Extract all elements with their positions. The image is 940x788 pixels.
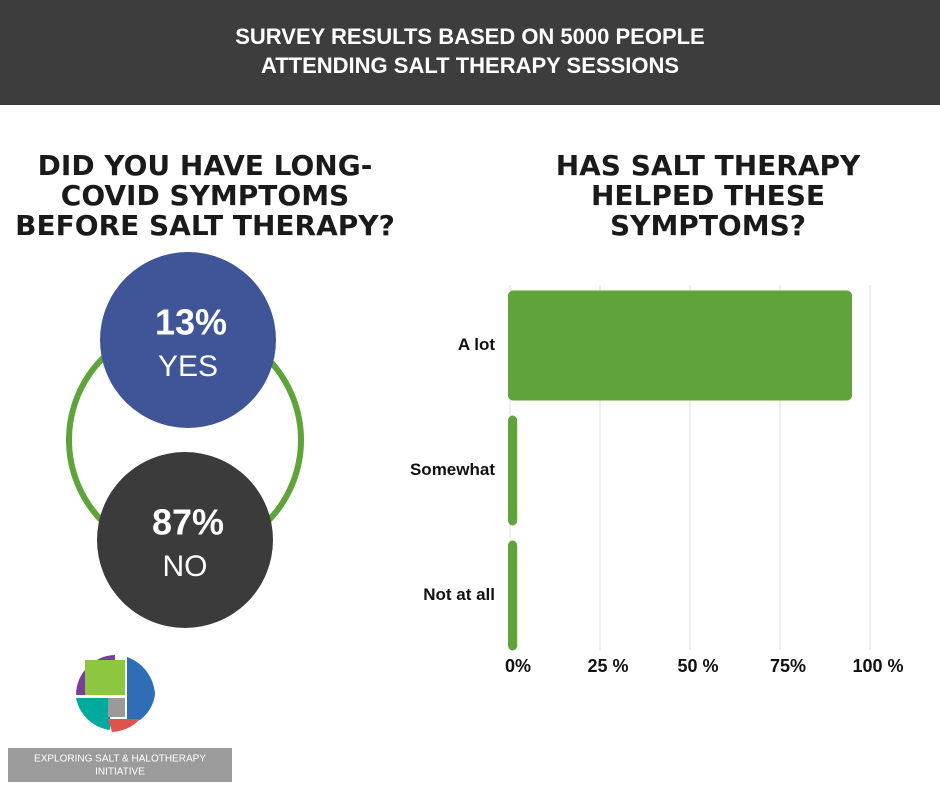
chart-title: SYMPTOMS? (610, 209, 806, 242)
chart-title: HAS SALT THERAPY (556, 149, 861, 182)
x-tick-label: 50 % (677, 656, 718, 676)
answer-circle (97, 452, 273, 628)
y-tick-label: A lot (458, 335, 495, 354)
x-tick-label: 75% (770, 656, 806, 676)
answer-label: NO (163, 550, 208, 583)
x-tick-label: 100 % (852, 656, 903, 676)
answer-share: 87% (152, 502, 224, 543)
logo-text: EXPLORING SALT & HALOTHERAPY (34, 754, 206, 765)
answer-circle (100, 252, 276, 428)
bar (508, 540, 518, 651)
bar (508, 415, 518, 526)
header-line: SURVEY RESULTS BASED ON 5000 PEOPLE (235, 24, 704, 49)
question-title: BEFORE SALT THERAPY? (15, 209, 395, 242)
chart-title: HELPED THESE (591, 179, 825, 212)
header-bar (0, 0, 940, 105)
question-title: COVID SYMPTOMS (61, 179, 349, 212)
question-title: DID YOU HAVE LONG- (38, 149, 373, 182)
x-tick-label: 0% (505, 656, 531, 676)
header-line: ATTENDING SALT THERAPY SESSIONS (261, 53, 679, 78)
logo-text: INITIATIVE (95, 767, 145, 778)
answer-label: YES (158, 350, 218, 383)
bar (508, 290, 852, 401)
logo: EXPLORING SALT & HALOTHERAPY INITIATIVE (8, 655, 232, 782)
answer-share: 13% (155, 302, 227, 343)
y-tick-label: Somewhat (410, 460, 495, 479)
x-tick-label: 25 % (587, 656, 628, 676)
y-tick-label: Not at all (423, 585, 495, 604)
